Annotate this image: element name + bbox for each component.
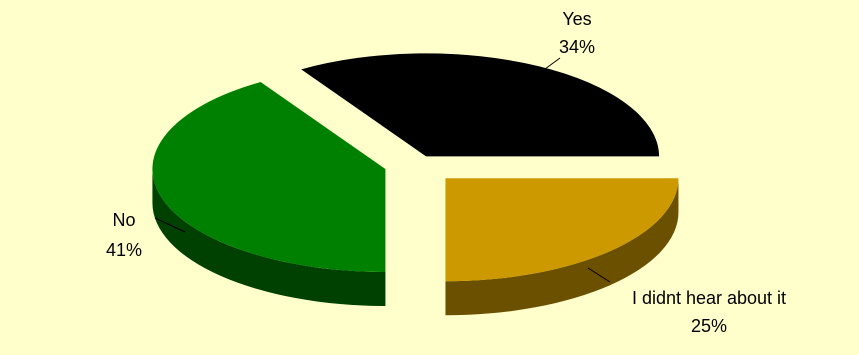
pie-tops: [152, 53, 679, 282]
leader-idh: [587, 267, 611, 283]
slice-no: [152, 82, 386, 273]
label-yes-pct: 34%: [559, 37, 595, 57]
leader-lines: [154, 57, 611, 283]
label-no-name: No: [112, 210, 135, 230]
slice-side-idh: [445, 178, 679, 316]
slice-side-no: [152, 169, 386, 307]
slice-idh: [445, 178, 679, 282]
label-yes-name: Yes: [562, 9, 591, 29]
label-no-pct: 41%: [106, 240, 142, 260]
slice-yes: [301, 53, 660, 157]
label-idh-pct: 25%: [691, 316, 727, 336]
pie-sides: [152, 169, 679, 316]
label-idh-name: I didnt hear about it: [632, 288, 786, 308]
slice-labels: Yes 34% I didnt hear about it 25% No 41%: [106, 9, 786, 336]
leader-yes: [529, 57, 561, 81]
leader-no: [154, 217, 186, 233]
